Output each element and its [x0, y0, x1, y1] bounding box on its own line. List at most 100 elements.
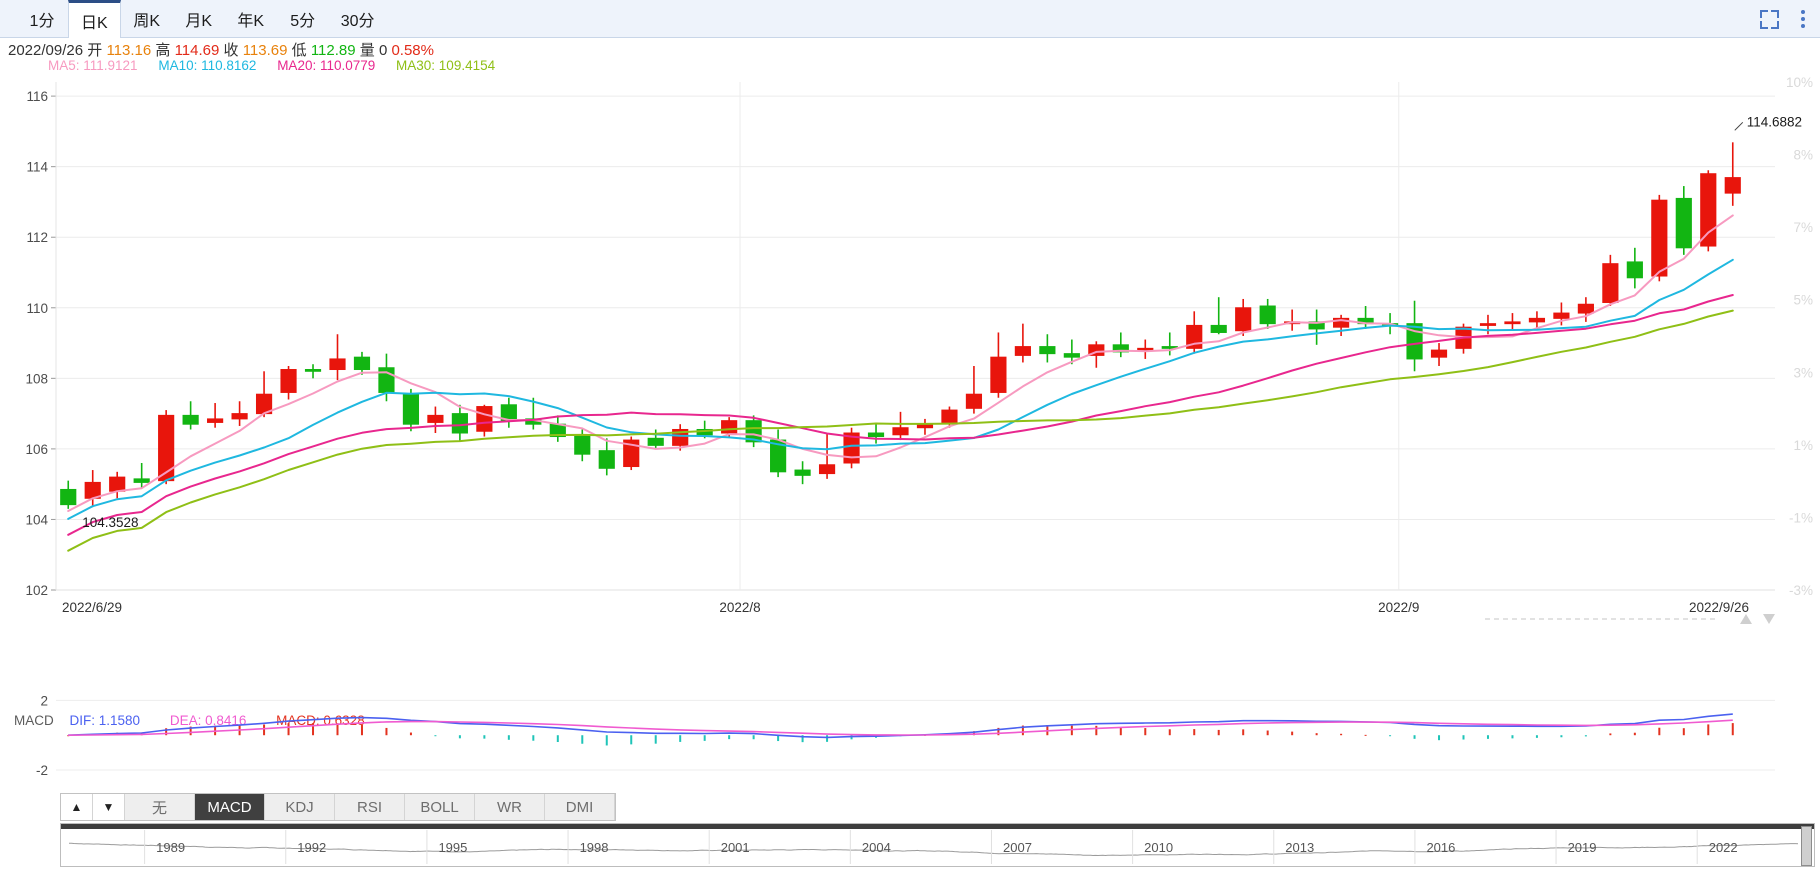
navigator-year-tick: 1995: [438, 840, 467, 855]
navigator-year-tick: 2004: [862, 840, 891, 855]
right-axis-tick: 3%: [1793, 365, 1813, 380]
candlestick: [770, 429, 787, 478]
price-chart-panel[interactable]: 116 114 112 110 108 106 104 102 10% 8% 7% 5% 3% 1% -1%…: [0, 72, 1820, 672]
more-menu-button[interactable]: [1786, 0, 1820, 38]
volume-value: 0: [378, 42, 388, 59]
macd-panel[interactable]: 2 -2: [0, 672, 1820, 792]
tab-yearly[interactable]: 年K: [225, 0, 277, 37]
macd-histogram-bar: [287, 723, 290, 736]
indicator-dmi-button[interactable]: DMI: [545, 794, 615, 820]
high-value: 114.69: [174, 42, 220, 59]
indicator-toolbar: ▲ ▼ 无 MACD KDJ RSI BOLL WR DMI: [60, 793, 616, 821]
y-axis-tick: 108: [25, 371, 48, 386]
candlestick: [1333, 314, 1350, 336]
right-axis-tick: 7%: [1793, 220, 1813, 235]
tabbar-spacer: [387, 0, 1753, 37]
close-label: 收: [223, 42, 239, 59]
macd-histogram-bar: [728, 735, 731, 740]
macd-histogram-bar: [1707, 724, 1710, 736]
period-high-label: 114.6882: [1747, 114, 1802, 129]
y-axis-tick: 112: [26, 230, 48, 245]
right-axis-tick: 10%: [1786, 75, 1813, 90]
indicator-down-button[interactable]: ▼: [93, 794, 125, 820]
candlestick: [133, 463, 150, 488]
indicator-label: MACD: [207, 798, 252, 816]
candlestick: [476, 404, 493, 437]
navigator-price-line: [68, 842, 1799, 857]
candlestick: [794, 461, 811, 485]
candlestick: [745, 415, 762, 448]
scale-arrows[interactable]: [1740, 614, 1775, 624]
macd-histogram-bar: [1609, 733, 1612, 736]
right-axis-tick: -1%: [1789, 510, 1813, 525]
indicator-rsi-button[interactable]: RSI: [335, 794, 405, 820]
candlestick: [60, 480, 77, 509]
indicator-boll-button[interactable]: BOLL: [405, 794, 475, 820]
navigator-year-tick: 1992: [297, 840, 326, 855]
macd-histogram-bar: [997, 727, 1000, 736]
macd-histogram-bar: [556, 735, 559, 743]
candlestick: [1284, 309, 1301, 331]
candlestick: [1063, 339, 1080, 365]
macd-histogram-bar: [1193, 729, 1196, 736]
macd-histogram-bar: [1144, 728, 1147, 736]
tab-weekly[interactable]: 周K: [121, 0, 173, 37]
tab-label: 周K: [133, 12, 161, 30]
candlestick: [304, 364, 322, 379]
indicator-wr-button[interactable]: WR: [475, 794, 545, 820]
macd-chart-svg[interactable]: 2 -2: [0, 672, 1820, 792]
indicator-kdj-button[interactable]: KDJ: [265, 794, 335, 820]
tab-1m[interactable]: 1分: [16, 0, 68, 37]
candlestick: [280, 365, 297, 400]
ma20-legend: MA20: 110.0779: [277, 58, 376, 73]
tab-30m[interactable]: 30分: [329, 0, 387, 37]
tab-daily[interactable]: 日K: [68, 0, 121, 38]
indicator-label: KDJ: [285, 798, 314, 816]
navigator-selection-bar[interactable]: [61, 824, 1814, 829]
navigator-right-handle[interactable]: [1801, 826, 1812, 866]
ma-legend: MA5: 111.9121 MA10: 110.8162 MA20: 110.0…: [48, 58, 512, 73]
macd-histogram-bar: [1364, 734, 1367, 736]
candlestick: [1088, 341, 1105, 368]
ma30-legend: MA30: 109.4154: [396, 58, 496, 73]
candlestick: [574, 429, 591, 462]
candlestick: [549, 415, 566, 442]
volume-label: 量: [359, 42, 375, 59]
y-axis-tick: 110: [26, 301, 48, 316]
tab-5m[interactable]: 5分: [277, 0, 329, 37]
navigator-sparkline[interactable]: 1989 1992 1995 1998 2001 2004 2007 2010 2013 2016…: [61, 824, 1814, 866]
indicator-macd-button[interactable]: MACD: [195, 794, 265, 820]
candlestick: [1528, 311, 1546, 329]
candlestick: [672, 424, 689, 451]
collapse-button[interactable]: [1752, 0, 1786, 38]
candlestick: [1577, 297, 1594, 322]
macd-histogram-bar: [1633, 732, 1636, 736]
candlestick: [1039, 334, 1056, 363]
macd-histogram-bar: [1413, 735, 1416, 739]
indicator-none-button[interactable]: 无: [125, 794, 195, 820]
y-axis-tick: 116: [26, 89, 48, 104]
macd-histogram-bar: [777, 735, 780, 742]
candlestick: [402, 388, 420, 432]
candlestick: [965, 365, 983, 414]
candlestick: [329, 334, 346, 381]
navigator-year-tick: 1989: [156, 840, 185, 855]
candlestick: [843, 427, 860, 469]
ma30-line: [67, 309, 1734, 552]
macd-histogram-bar: [1168, 729, 1171, 736]
range-navigator[interactable]: 1989 1992 1995 1998 2001 2004 2007 2010 2013 2016…: [60, 823, 1815, 867]
macd-dif-value: DIF: 1.1580: [69, 713, 141, 728]
ma10-legend: MA10: 110.8162: [158, 58, 257, 73]
tab-monthly[interactable]: 月K: [173, 0, 225, 37]
macd-histogram-bar: [458, 735, 461, 739]
macd-histogram-bar: [409, 732, 412, 736]
macd-histogram-bar: [1021, 725, 1024, 736]
price-chart-svg[interactable]: 116 114 112 110 108 106 104 102 10% 8% 7% 5% 3% 1% -1%…: [0, 72, 1820, 672]
macd-histogram-bar: [654, 735, 657, 744]
macd-histogram-bar: [1242, 729, 1245, 736]
quote-date: 2022/09/26: [8, 42, 84, 59]
indicator-up-button[interactable]: ▲: [61, 794, 93, 820]
low-value: 112.89: [310, 42, 356, 59]
low-label: 低: [291, 42, 307, 59]
